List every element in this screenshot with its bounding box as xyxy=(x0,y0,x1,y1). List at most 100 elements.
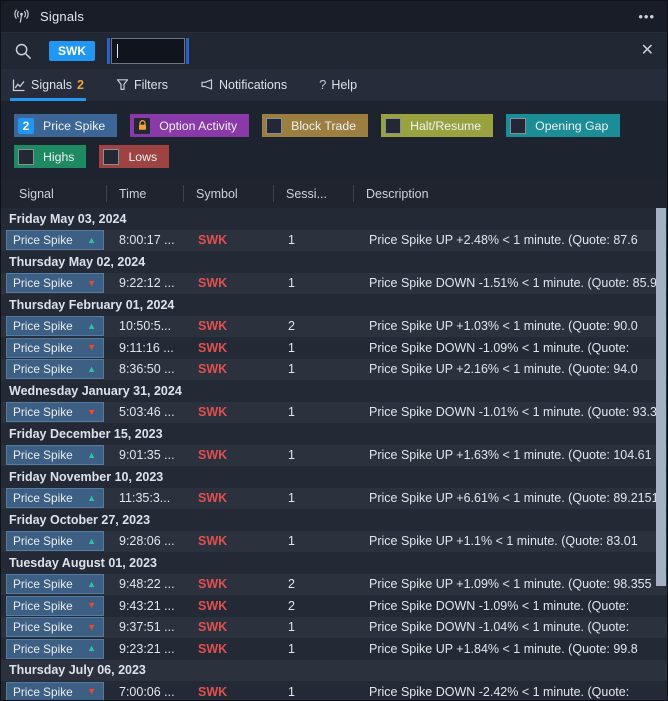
signal-row[interactable]: Price Spike ▲ 9:23:21 ... SWK 1 Price Spike U… xyxy=(1,638,667,660)
input-accent-right xyxy=(186,38,189,64)
signal-row[interactable]: Price Spike ▼ 9:11:16 ... SWK 1 Price Spike D… xyxy=(1,337,667,359)
tab-help[interactable]: ? Help xyxy=(317,69,359,101)
cell-session: 1 xyxy=(288,534,295,549)
signal-row[interactable]: Price Spike ▼ 9:22:12 ... SWK 1 Price Spike D… xyxy=(1,272,667,294)
signal-label: Price Spike xyxy=(13,448,73,463)
filter-chip-price-spike[interactable]: 2 Price Spike xyxy=(14,114,118,137)
tab-signals[interactable]: Signals 2 xyxy=(10,69,86,101)
signal-type-badge: Price Spike ▲ xyxy=(6,638,104,659)
date-group-header: Friday December 15, 2023 xyxy=(1,423,667,445)
signal-label: Price Spike xyxy=(13,491,73,506)
filter-checkbox[interactable] xyxy=(510,117,527,134)
arrow-up-icon: ▲ xyxy=(87,234,96,245)
signal-label: Price Spike xyxy=(13,684,73,699)
cell-signal: Price Spike ▲ xyxy=(1,230,106,251)
close-icon[interactable]: ✕ xyxy=(640,42,654,59)
search-input[interactable] xyxy=(111,38,185,64)
filter-checkbox[interactable] xyxy=(103,148,120,165)
filter-chip-block-trade[interactable]: Block Trade xyxy=(262,114,369,137)
tab-notifications[interactable]: Notifications xyxy=(198,69,289,101)
cell-signal: Price Spike ▲ xyxy=(1,359,106,380)
cell-time: 9:23:21 ... xyxy=(119,641,175,656)
filter-chip-label: Block Trade xyxy=(291,118,357,133)
table-body: Friday May 03, 2024 Price Spike ▲ 8:00:17 .… xyxy=(1,208,667,700)
signal-type-badge: Price Spike ▲ xyxy=(6,531,104,552)
arrow-up-icon: ▲ xyxy=(87,492,96,503)
signal-row[interactable]: Price Spike ▼ 5:03:46 ... SWK 1 Price Spike D… xyxy=(1,401,667,423)
filter-chip-label: Opening Gap xyxy=(535,118,609,133)
cell-time: 9:43:21 ... xyxy=(119,598,175,613)
broadcast-icon xyxy=(13,9,30,24)
cell-description: Price Spike UP +1.03% < 1 minute. (Quote… xyxy=(369,319,638,334)
column-header-description[interactable]: Description xyxy=(353,179,667,208)
filter-chip-highs[interactable]: Highs xyxy=(14,145,87,168)
date-group-header: Thursday July 06, 2023 xyxy=(1,659,667,681)
arrow-down-icon: ▼ xyxy=(87,686,96,697)
cell-symbol: SWK xyxy=(198,276,228,291)
cell-session: 2 xyxy=(288,598,295,613)
cell-time: 9:22:12 ... xyxy=(119,276,175,291)
cell-session: 1 xyxy=(288,641,295,656)
signal-row[interactable]: Price Spike ▲ 11:35:3... SWK 1 Price Spike UP… xyxy=(1,487,667,509)
search-icon xyxy=(14,42,33,61)
signal-row[interactable]: Price Spike ▲ 9:28:06 ... SWK 1 Price Spike U… xyxy=(1,530,667,552)
cell-session: 1 xyxy=(288,362,295,377)
filter-checkbox[interactable] xyxy=(385,117,402,134)
search-input-wrap xyxy=(107,38,189,64)
title-bar: Signals ••• xyxy=(1,1,667,33)
date-group-header: Thursday February 01, 2024 xyxy=(1,294,667,316)
signal-row[interactable]: Price Spike ▲ 8:00:17 ... SWK 1 Price Spike U… xyxy=(1,229,667,251)
cell-symbol: SWK xyxy=(198,233,228,248)
signal-label: Price Spike xyxy=(13,319,73,334)
filter-chip-halt-resume[interactable]: Halt/Resume xyxy=(381,114,494,137)
signal-row[interactable]: Price Spike ▼ 9:43:21 ... SWK 2 Price Spike D… xyxy=(1,595,667,617)
filter-chip-label: Highs xyxy=(43,149,75,164)
filter-checkbox[interactable] xyxy=(266,117,283,134)
scrollbar-thumb[interactable] xyxy=(656,208,666,586)
column-header-symbol[interactable]: Symbol xyxy=(183,179,273,208)
cell-signal: Price Spike ▼ xyxy=(1,617,106,638)
filter-chip-option-activity[interactable]: Option Activity xyxy=(130,114,250,137)
question-icon: ? xyxy=(319,77,327,92)
filter-checkbox[interactable] xyxy=(18,148,34,165)
filter-chip-label: Lows xyxy=(128,149,158,164)
filter-count-badge: 2 xyxy=(18,117,34,134)
signal-type-badge: Price Spike ▼ xyxy=(6,617,104,638)
signal-type-badge: Price Spike ▲ xyxy=(6,359,104,380)
cell-description: Price Spike DOWN -1.01% < 1 minute. (Quo… xyxy=(369,405,657,420)
text-caret xyxy=(117,44,118,58)
filter-chip-row: 2 Price Spike Option Activity Block Trade Ha… xyxy=(14,114,667,176)
cell-time: 5:03:46 ... xyxy=(119,405,175,420)
signal-row[interactable]: Price Spike ▼ 9:37:51 ... SWK 1 Price Spike D… xyxy=(1,616,667,638)
filter-chip-label: Halt/Resume xyxy=(410,118,482,133)
filter-chip-opening-gap[interactable]: Opening Gap xyxy=(506,114,621,137)
column-header-signal[interactable]: Signal xyxy=(19,186,54,201)
signal-row[interactable]: Price Spike ▼ 7:00:06 ... SWK 1 Price Spike D… xyxy=(1,681,667,700)
signal-label: Price Spike xyxy=(13,340,73,355)
signal-row[interactable]: Price Spike ▲ 9:01:35 ... SWK 1 Price Spike U… xyxy=(1,444,667,466)
cell-symbol: SWK xyxy=(198,340,228,355)
filter-chip-lows[interactable]: Lows xyxy=(99,145,170,168)
signal-label: Price Spike xyxy=(13,598,73,613)
cell-time: 11:35:3... xyxy=(119,491,171,506)
window-title: Signals xyxy=(40,9,85,24)
cell-description: Price Spike DOWN -1.51% < 1 minute. (Quo… xyxy=(369,276,657,291)
signal-row[interactable]: Price Spike ▲ 9:48:22 ... SWK 2 Price Spike U… xyxy=(1,573,667,595)
cell-description: Price Spike DOWN -2.42% < 1 minute. (Quo… xyxy=(369,684,630,699)
window-menu-button[interactable]: ••• xyxy=(638,9,655,24)
signals-count-badge: 2 xyxy=(77,77,84,92)
column-header-time[interactable]: Time xyxy=(106,179,183,208)
tab-label: Signals xyxy=(31,77,72,92)
tab-filters[interactable]: Filters xyxy=(114,69,170,101)
cell-description: Price Spike UP +1.63% < 1 minute. (Quote… xyxy=(369,448,652,463)
chart-line-icon xyxy=(12,78,26,92)
signal-label: Price Spike xyxy=(13,620,73,635)
signal-row[interactable]: Price Spike ▲ 10:50:5... SWK 2 Price Spike UP… xyxy=(1,315,667,337)
signal-type-badge: Price Spike ▲ xyxy=(6,574,104,595)
column-header-sessi[interactable]: Sessi... xyxy=(273,179,353,208)
cell-session: 1 xyxy=(288,620,295,635)
symbol-chip[interactable]: SWK xyxy=(49,41,95,61)
signal-row[interactable]: Price Spike ▲ 8:36:50 ... SWK 1 Price Spike U… xyxy=(1,358,667,380)
cell-signal: Price Spike ▲ xyxy=(1,531,106,552)
arrow-up-icon: ▲ xyxy=(87,449,96,460)
